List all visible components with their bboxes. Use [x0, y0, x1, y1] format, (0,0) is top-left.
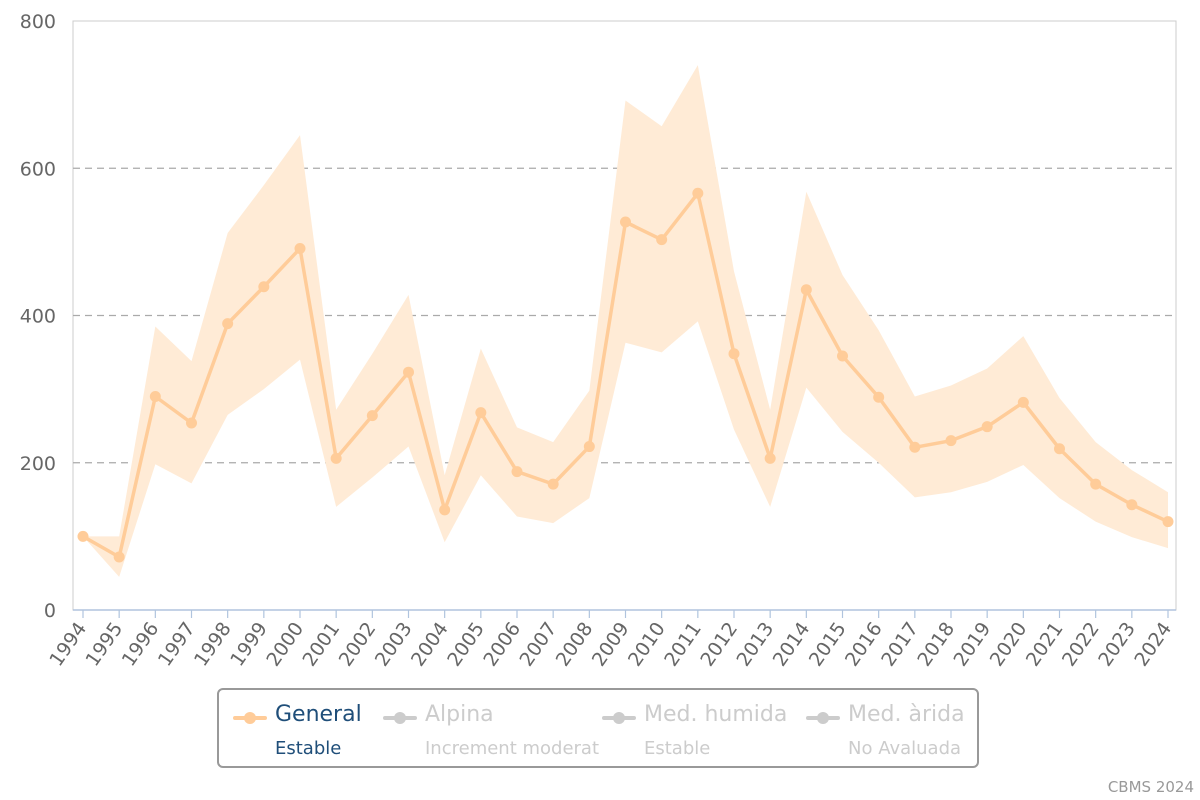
data-point[interactable] — [1126, 499, 1138, 511]
y-tick-label: 800 — [20, 11, 56, 33]
data-points — [77, 187, 1174, 563]
x-tick-label: 2008 — [552, 618, 598, 670]
x-tick-label: 2022 — [1058, 618, 1104, 670]
legend-status: Estable — [644, 738, 711, 759]
data-point[interactable] — [294, 243, 306, 255]
x-tick-label: 2015 — [805, 618, 851, 670]
data-point[interactable] — [511, 466, 523, 478]
legend-dot-icon — [244, 712, 256, 724]
data-point[interactable] — [186, 417, 197, 429]
legend-dot-icon — [394, 712, 406, 724]
data-point[interactable] — [1017, 396, 1029, 408]
data-point[interactable] — [366, 410, 378, 422]
x-tick-label: 2012 — [696, 618, 742, 670]
data-point[interactable] — [909, 441, 921, 453]
data-point[interactable] — [1054, 443, 1065, 455]
legend: General Estable Alpina Increment moderat… — [217, 688, 979, 768]
data-point[interactable] — [656, 234, 668, 246]
x-tick-label: 1997 — [154, 618, 200, 670]
x-tick-label: 1994 — [45, 618, 91, 670]
data-point[interactable] — [1162, 516, 1174, 528]
x-tick-label: 2021 — [1022, 618, 1068, 670]
x-tick-label: 2007 — [516, 618, 562, 670]
data-point[interactable] — [330, 452, 342, 464]
x-tick-label: 1998 — [190, 618, 236, 670]
legend-dot-icon — [817, 712, 829, 724]
y-tick-label: 400 — [20, 306, 56, 328]
x-tick-label: 2024 — [1130, 618, 1176, 670]
legend-label: Med. àrida — [848, 702, 965, 727]
y-tick-label: 600 — [20, 158, 56, 180]
legend-label: Alpina — [425, 702, 494, 727]
y-axis-ticks: 0 200 400 600 800 — [20, 11, 56, 622]
x-tick-label: 1999 — [226, 618, 272, 670]
data-point[interactable] — [547, 478, 559, 490]
x-tick-label: 2000 — [262, 618, 308, 670]
legend-status: Increment moderat — [425, 738, 600, 759]
legend-label: Med. humida — [644, 702, 788, 727]
data-point[interactable] — [728, 348, 740, 360]
x-tick-label: 2006 — [479, 618, 525, 670]
data-point[interactable] — [945, 435, 957, 447]
x-tick-label: 2019 — [950, 618, 996, 670]
data-point[interactable] — [113, 551, 125, 563]
x-tick-label: 1996 — [118, 618, 164, 670]
data-point[interactable] — [149, 390, 161, 402]
x-tick-label: 2003 — [371, 618, 417, 670]
x-tick-label: 2009 — [588, 618, 634, 670]
data-point[interactable] — [475, 407, 487, 419]
data-point[interactable] — [439, 504, 451, 516]
data-point[interactable] — [77, 530, 89, 542]
x-tick-label: 2013 — [733, 618, 779, 670]
data-point[interactable] — [222, 318, 234, 330]
x-tick-label: 2017 — [877, 618, 923, 670]
data-point[interactable] — [1090, 478, 1102, 490]
confidence-band-area — [83, 65, 1168, 577]
data-point[interactable] — [403, 366, 414, 378]
confidence-band — [83, 65, 1168, 577]
x-tick-label: 2005 — [443, 618, 489, 670]
data-point[interactable] — [981, 421, 993, 433]
x-tick-label: 2004 — [407, 618, 453, 670]
x-tick-label: 2002 — [335, 618, 381, 670]
y-tick-label: 200 — [20, 453, 56, 475]
x-tick-label: 2023 — [1094, 618, 1140, 670]
data-point[interactable] — [692, 187, 704, 199]
x-tick-label: 2020 — [986, 618, 1032, 670]
x-tick-label: 2011 — [660, 618, 706, 670]
legend-status: No Avaluada — [848, 738, 962, 759]
x-tick-label: 2018 — [913, 618, 959, 670]
data-point[interactable] — [620, 216, 631, 228]
x-tick-label: 2014 — [769, 618, 815, 670]
x-tick-label: 2010 — [624, 618, 670, 670]
data-point[interactable] — [837, 350, 848, 362]
data-point[interactable] — [583, 441, 595, 453]
data-point[interactable] — [258, 281, 270, 293]
x-tick-label: 1995 — [82, 618, 128, 670]
data-point[interactable] — [764, 452, 776, 464]
x-tick-label: 2001 — [299, 618, 345, 670]
legend-status: Estable — [275, 738, 342, 759]
y-tick-label: 0 — [44, 600, 56, 622]
credit-text[interactable]: CBMS 2024 — [1107, 778, 1194, 796]
data-point[interactable] — [800, 284, 812, 296]
legend-dot-icon — [613, 712, 625, 724]
x-axis-ticks: 1994199519961997199819992000200120022003… — [45, 610, 1176, 670]
x-tick-label: 2016 — [841, 618, 887, 670]
data-point[interactable] — [873, 391, 885, 403]
legend-label: General — [275, 702, 362, 727]
